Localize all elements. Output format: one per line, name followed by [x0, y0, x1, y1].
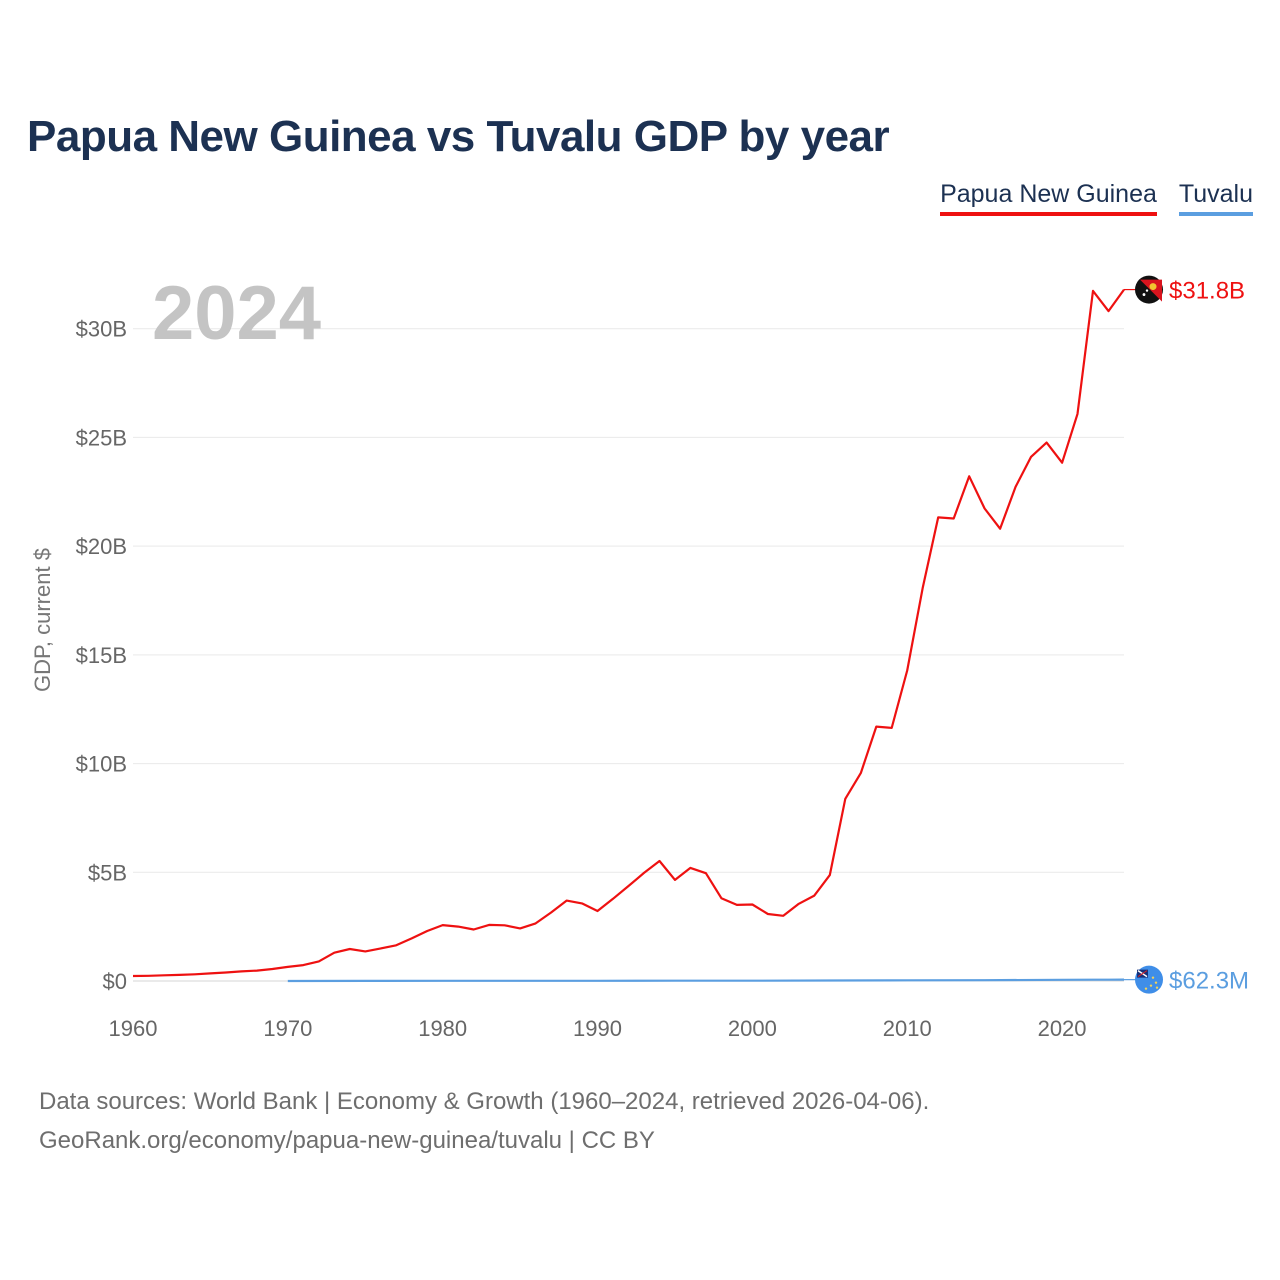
y-tick-label: $25B: [76, 425, 127, 450]
x-tick-label: 2020: [1038, 1016, 1087, 1041]
y-tick-label: $10B: [76, 752, 127, 777]
star-icon: [1144, 987, 1148, 990]
end-value-label-tv: $62.3M: [1169, 968, 1249, 995]
series-line-pg: [132, 288, 1125, 978]
y-axis-title: GDP, current $: [30, 548, 55, 692]
star-icon: [1154, 981, 1158, 984]
y-tick-label: $15B: [76, 643, 127, 668]
x-tick-label: 1980: [418, 1016, 467, 1041]
chart-title: Papua New Guinea vs Tuvalu GDP by year: [27, 112, 890, 161]
star-icon: [1149, 984, 1153, 987]
x-tick-label: 1970: [263, 1016, 312, 1041]
x-tick-label: 2010: [883, 1016, 932, 1041]
end-markers: $31.8B $62.3M: [1124, 275, 1249, 995]
source-link[interactable]: GeoRank.org/economy/papua-new-guinea/tuv…: [39, 1127, 655, 1154]
flag-red-field: [1140, 279, 1162, 302]
x-tick-label: 1960: [109, 1016, 158, 1041]
bird-of-paradise-icon: [1149, 283, 1157, 291]
data-source-note: Data sources: World Bank | Economy & Gro…: [39, 1088, 930, 1115]
x-axis-ticks: 1960 1970 1980 1990 2000 2010 2020: [109, 1016, 1087, 1041]
legend-item-tuvalu[interactable]: Tuvalu: [1178, 180, 1253, 216]
series-line-tv: [287, 978, 1125, 983]
star-icon: [1142, 293, 1146, 296]
legend-item-papua-new-guinea[interactable]: Papua New Guinea: [940, 180, 1157, 216]
x-tick-label: 1990: [573, 1016, 622, 1041]
star-icon: [1155, 986, 1159, 989]
end-value-label-pg: $31.8B: [1169, 278, 1245, 305]
flag-saltire-red: [1137, 970, 1148, 978]
y-tick-label: $5B: [88, 860, 127, 885]
y-tick-label: $30B: [76, 317, 127, 342]
footer: Data sources: World Bank | Economy & Gro…: [39, 1082, 929, 1160]
y-tick-label: $0: [103, 969, 127, 994]
star-icon: [1151, 976, 1155, 979]
y-axis-ticks: $0 $5B $10B $15B $20B $25B $30B: [76, 317, 127, 994]
gridlines: [133, 328, 1124, 982]
series-lines: [132, 288, 1125, 983]
legend: Papua New Guinea Tuvalu: [940, 180, 1253, 216]
y-tick-label: $20B: [76, 534, 127, 559]
star-icon: [1145, 289, 1149, 292]
year-label: 2024: [152, 271, 321, 356]
x-tick-label: 2000: [728, 1016, 777, 1041]
